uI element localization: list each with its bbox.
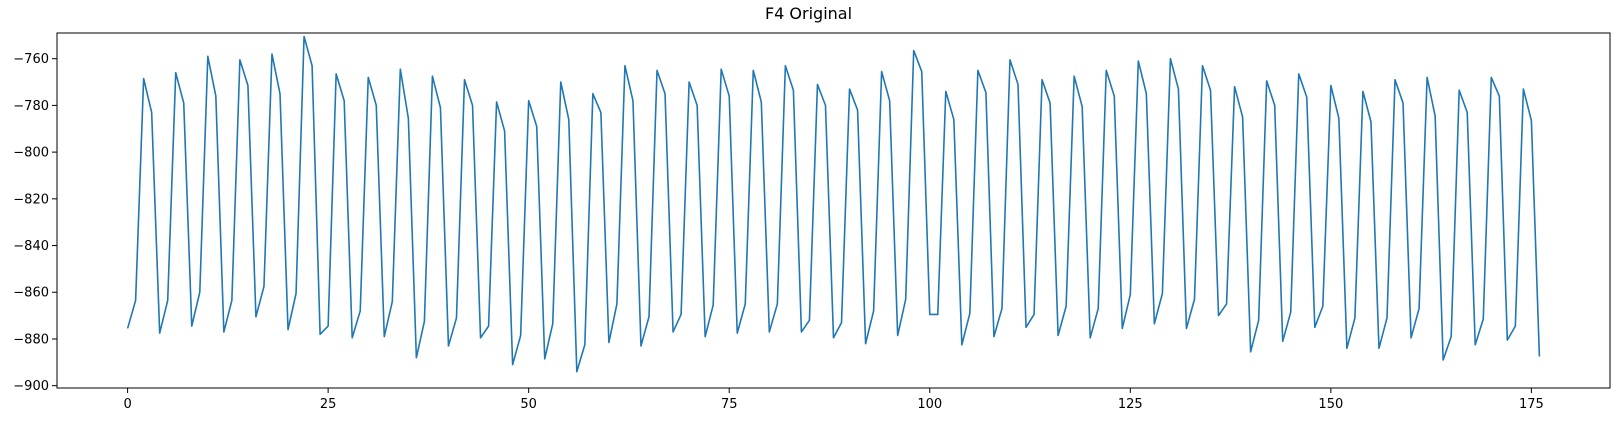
x-tick-label: 150	[1318, 397, 1343, 412]
x-tick-label: 50	[520, 397, 537, 412]
y-axis: −900 −880 −860 −840 −820 −800 −780 −760	[13, 52, 57, 394]
series-line	[126, 35, 1541, 373]
y-tick-label: −880	[13, 332, 49, 347]
x-tick-label: 0	[123, 397, 131, 412]
x-tick-label: 175	[1519, 397, 1544, 412]
x-tick-label: 75	[721, 397, 738, 412]
x-axis: 0 25 50 75 100 125 150 175	[123, 388, 1544, 412]
y-tick-label: −860	[13, 286, 49, 301]
y-tick-label: −820	[13, 192, 49, 207]
y-tick-label: −760	[13, 52, 49, 67]
y-tick-label: −780	[13, 99, 49, 114]
y-tick-label: −900	[13, 379, 49, 394]
x-tick-label: 100	[917, 397, 942, 412]
y-tick-label: −800	[13, 146, 49, 161]
x-tick-label: 25	[320, 397, 337, 412]
chart-title: F4 Original	[764, 4, 853, 23]
x-tick-label: 125	[1118, 397, 1143, 412]
axes-frame	[56, 32, 1611, 389]
y-tick-label: −840	[13, 239, 49, 254]
